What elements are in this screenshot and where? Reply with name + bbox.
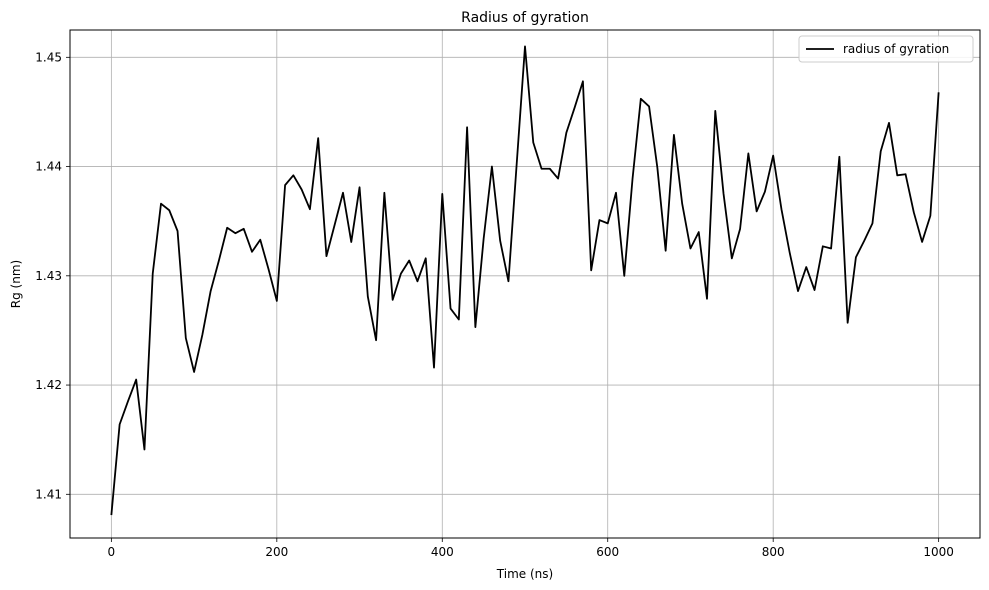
x-tick-label: 800	[762, 545, 785, 559]
legend: radius of gyration	[798, 35, 974, 63]
x-tick-label: 600	[596, 545, 619, 559]
chart-title: Radius of gyration	[461, 10, 589, 26]
x-axis-label: Time (ns)	[496, 567, 553, 581]
plot-frame	[69, 29, 981, 539]
y-axis-label: Rg (nm)	[9, 260, 23, 308]
x-axis: 0 200 400 600 800 1000	[108, 538, 954, 559]
y-axis: 1.41 1.42 1.43 1.44 1.45	[35, 50, 70, 501]
x-tick-label: 200	[265, 545, 288, 559]
y-tick-label: 1.42	[35, 378, 62, 392]
y-tick-label: 1.44	[35, 160, 62, 174]
series-line	[110, 45, 940, 516]
grid	[70, 30, 980, 538]
y-tick-label: 1.45	[35, 50, 62, 64]
x-tick-label: 1000	[923, 545, 954, 559]
series-layer	[110, 45, 940, 516]
x-tick-label: 0	[108, 545, 116, 559]
y-tick-label: 1.41	[35, 487, 62, 501]
y-tick-label: 1.43	[35, 269, 62, 283]
x-tick-label: 400	[431, 545, 454, 559]
legend-label: radius of gyration	[843, 42, 949, 56]
legend-box	[798, 35, 974, 63]
